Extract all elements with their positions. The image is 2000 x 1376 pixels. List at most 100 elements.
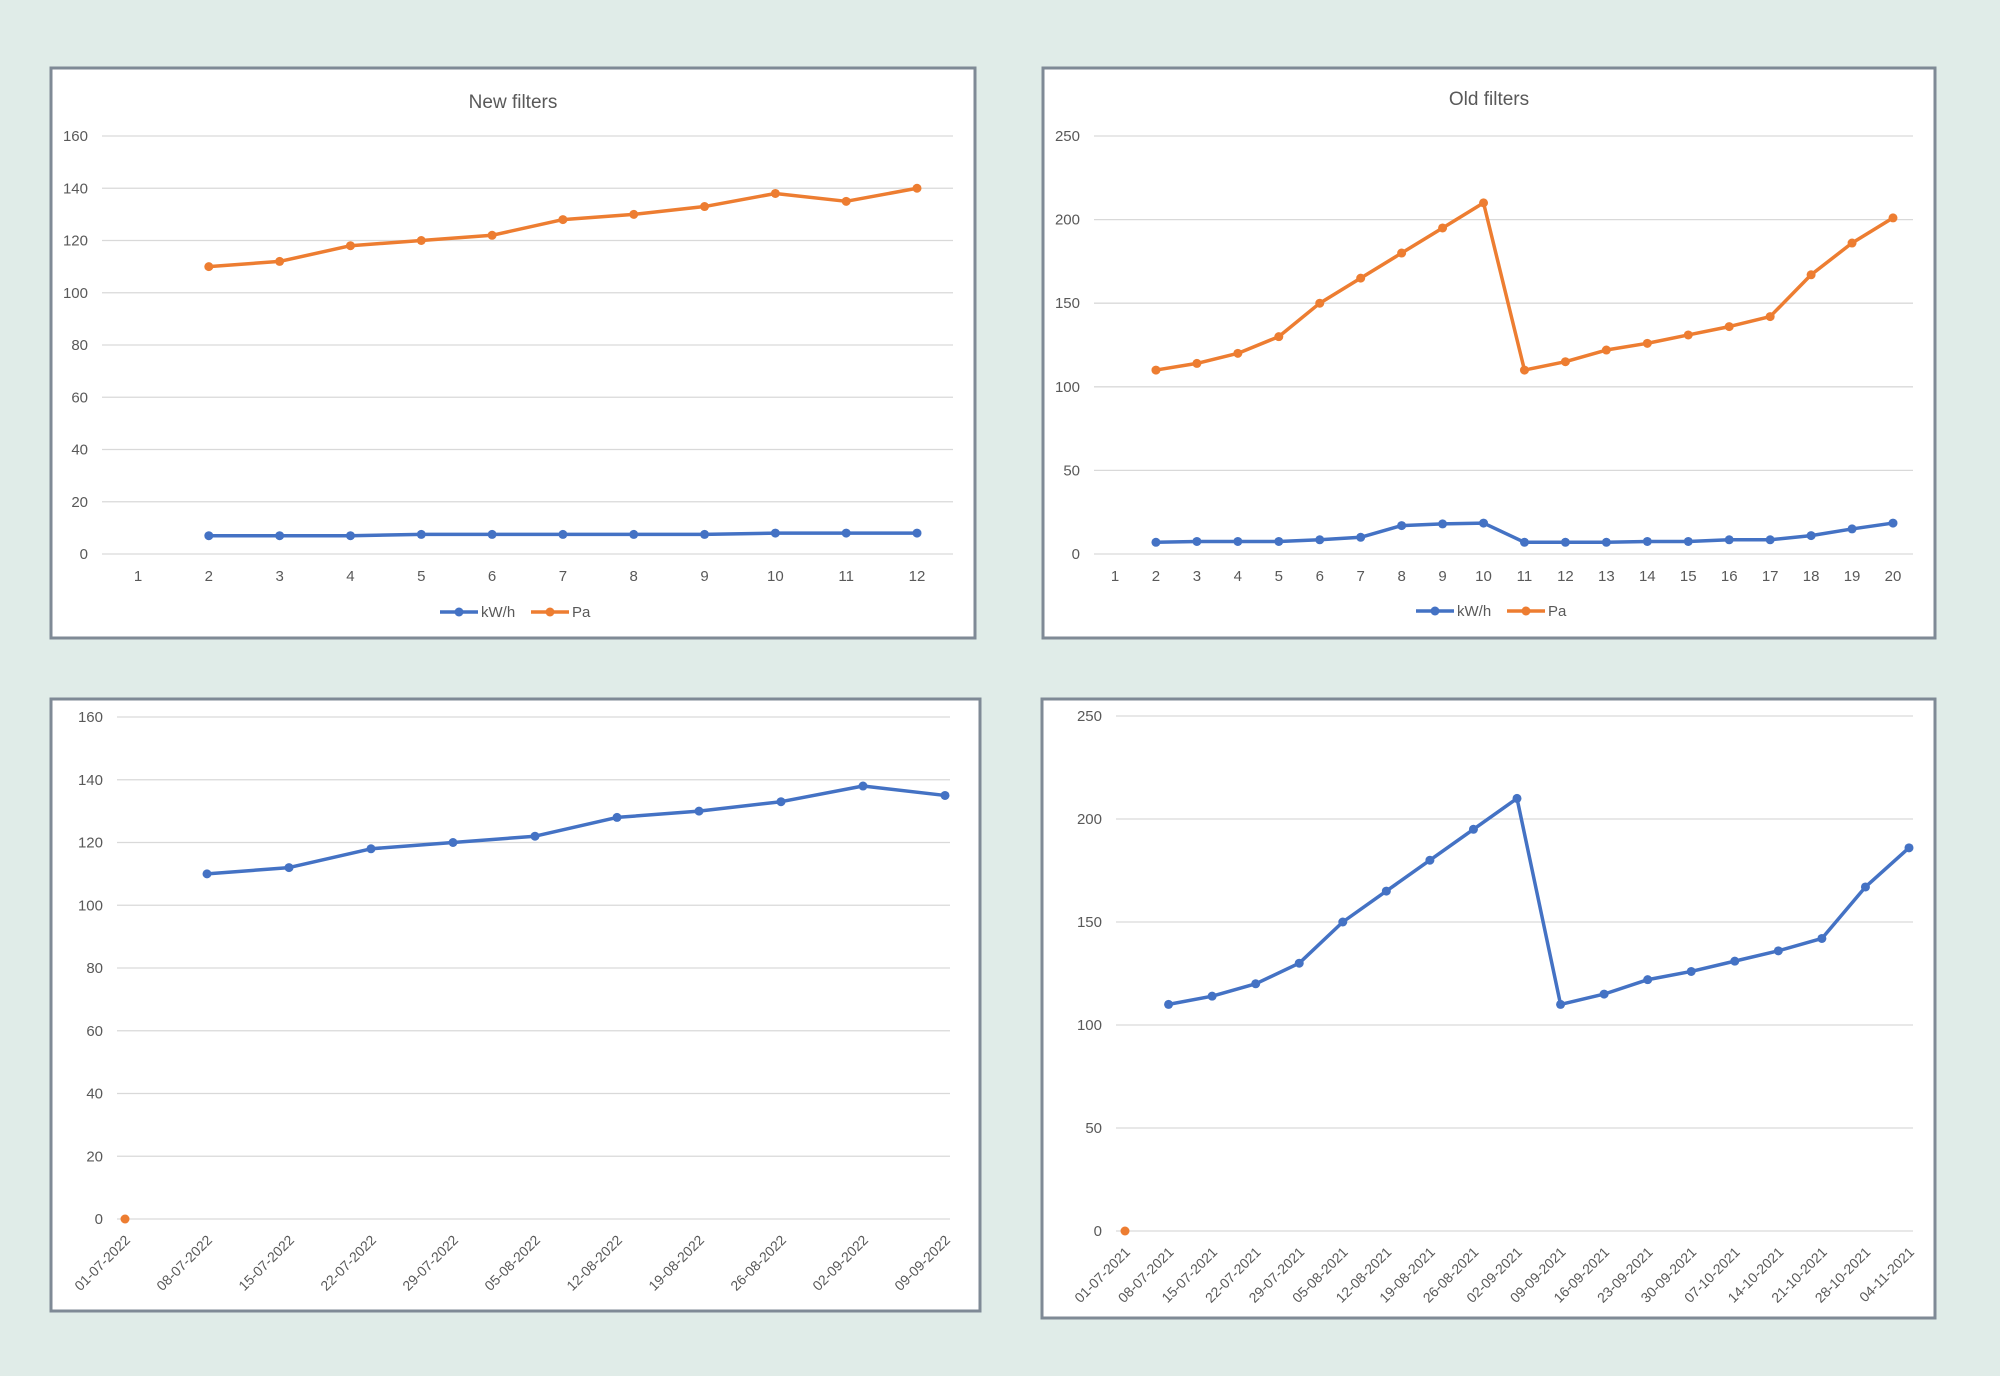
data-point [1888, 213, 1898, 223]
data-point [700, 529, 710, 539]
data-point [1765, 312, 1775, 322]
x-tick-label: 8 [630, 568, 638, 585]
data-point [1601, 345, 1611, 355]
x-tick-label: 17 [1762, 568, 1779, 585]
legend-entry: kW/h [1416, 603, 1491, 620]
y-tick-label: 60 [86, 1023, 103, 1040]
x-tick-label: 3 [275, 568, 283, 585]
y-tick-label: 80 [86, 960, 103, 977]
x-tick-label: 4 [346, 568, 354, 585]
data-point [1642, 536, 1652, 546]
y-tick-label: 120 [63, 233, 88, 250]
y-tick-label: 0 [1072, 546, 1080, 563]
x-tick-label: 15 [1680, 568, 1697, 585]
data-point [770, 188, 780, 198]
data-point [841, 528, 851, 538]
data-point [912, 183, 922, 193]
data-point [1847, 524, 1857, 534]
data-point [776, 797, 786, 807]
data-point [1479, 198, 1489, 208]
y-tick-label: 50 [1085, 1120, 1102, 1137]
data-point [1773, 946, 1783, 956]
y-tick-label: 200 [1055, 212, 1080, 229]
data-point [1120, 1226, 1130, 1236]
data-point [1806, 270, 1816, 280]
data-point [284, 863, 294, 873]
y-tick-label: 20 [86, 1148, 103, 1165]
y-tick-label: 0 [1094, 1223, 1102, 1240]
data-point [1438, 223, 1448, 233]
series-line-series2 [1168, 796, 1911, 1007]
data-point [1233, 348, 1243, 358]
x-tick-label: 14 [1639, 568, 1656, 585]
x-tick-label: 2 [1152, 568, 1160, 585]
y-tick-label: 80 [71, 337, 88, 354]
x-tick-label: 5 [417, 568, 425, 585]
chart-panel-frame [1040, 697, 1937, 1320]
data-point [1315, 535, 1325, 545]
data-point [345, 531, 355, 541]
data-point [558, 215, 568, 225]
data-point [1356, 532, 1366, 542]
data-point [912, 528, 922, 538]
x-tick-label: 19 [1844, 568, 1861, 585]
data-point [202, 869, 212, 879]
data-point [1817, 933, 1827, 943]
y-tick-label: 120 [78, 835, 103, 852]
x-tick-label: 16 [1721, 568, 1738, 585]
data-point [1512, 793, 1522, 803]
x-tick-label: 11 [838, 568, 854, 585]
data-point [366, 844, 376, 854]
y-tick-label: 100 [78, 897, 103, 914]
data-point [1192, 536, 1202, 546]
x-tick-label: 10 [767, 568, 784, 585]
data-point [1686, 966, 1696, 976]
y-tick-label: 100 [63, 285, 88, 302]
y-tick-label: 100 [1077, 1017, 1102, 1034]
data-point [1356, 273, 1366, 283]
data-point [1151, 537, 1161, 547]
data-point [416, 236, 426, 245]
y-tick-label: 60 [71, 389, 88, 406]
x-tick-label: 9 [700, 568, 708, 585]
data-point [1151, 365, 1161, 375]
chart-title: New filters [469, 92, 558, 113]
x-tick-label: 4 [1234, 568, 1242, 585]
x-tick-label: 7 [559, 568, 567, 585]
data-point [1642, 338, 1652, 348]
legend-entry: kW/h [440, 604, 515, 621]
legend-entry: Pa [1507, 603, 1567, 620]
data-point [1397, 521, 1407, 531]
x-tick-label: 1 [134, 568, 142, 585]
data-point [1381, 886, 1391, 896]
data-point [1294, 958, 1304, 968]
x-tick-label: 11 [1517, 568, 1533, 585]
data-point [1847, 238, 1857, 248]
data-point [448, 838, 458, 847]
data-point [1599, 989, 1609, 999]
data-point [1888, 518, 1898, 528]
x-tick-label: 10 [1475, 568, 1492, 585]
data-point [1724, 535, 1734, 545]
data-point [858, 781, 868, 791]
chart-panel-frame [49, 66, 977, 640]
data-point [1560, 537, 1570, 547]
y-tick-label: 40 [86, 1086, 103, 1103]
y-tick-label: 50 [1063, 462, 1080, 479]
y-tick-label: 20 [71, 494, 88, 511]
data-point [1560, 357, 1570, 367]
data-point [1207, 991, 1217, 1001]
x-tick-label: 13 [1598, 568, 1615, 585]
data-point [204, 531, 214, 541]
y-tick-label: 160 [63, 128, 88, 145]
data-point [940, 790, 950, 800]
data-point [1643, 975, 1653, 985]
y-tick-label: 140 [78, 772, 103, 789]
y-tick-label: 100 [1055, 379, 1080, 396]
data-point [629, 529, 639, 539]
data-point [770, 528, 780, 538]
legend-entry: Pa [531, 604, 591, 621]
data-point [275, 531, 285, 541]
